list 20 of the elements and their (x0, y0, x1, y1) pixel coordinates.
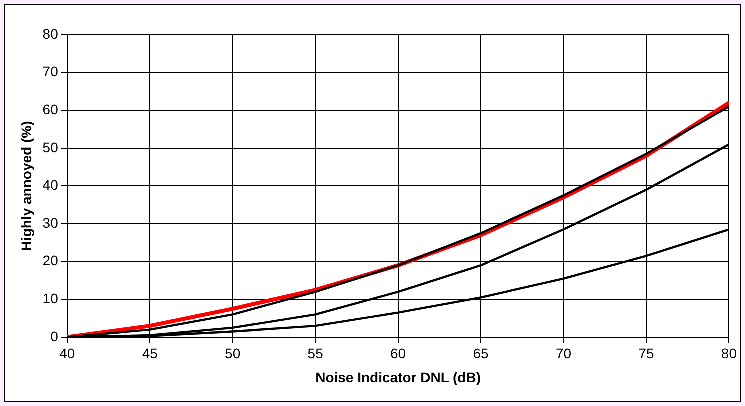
y-axis-title: Highly annoyed (%) (18, 121, 34, 252)
x-axis-title: Noise Indicator DNL (dB) (316, 369, 482, 386)
y-tick-label: 10 (42, 290, 59, 306)
x-tick-label: 75 (638, 346, 654, 362)
x-tick-label: 80 (721, 346, 738, 362)
y-tick-label: 0 (50, 328, 59, 344)
x-tick-label: 60 (390, 346, 406, 362)
x-tick-label: 55 (308, 346, 324, 362)
y-tick-label: 80 (42, 26, 59, 42)
x-tick-label: 45 (142, 346, 158, 362)
y-tick-label: 70 (42, 64, 59, 80)
y-tick-label: 50 (42, 139, 59, 156)
y-tick-label: 30 (42, 214, 59, 231)
x-tick-label: 50 (225, 346, 241, 362)
y-tick-label: 40 (42, 177, 59, 194)
x-tick-label: 40 (60, 346, 76, 362)
y-tick-label: 20 (42, 252, 59, 269)
y-tick-label: 60 (42, 101, 59, 118)
x-tick-label: 65 (473, 346, 490, 362)
x-tick-label: 70 (556, 346, 572, 362)
